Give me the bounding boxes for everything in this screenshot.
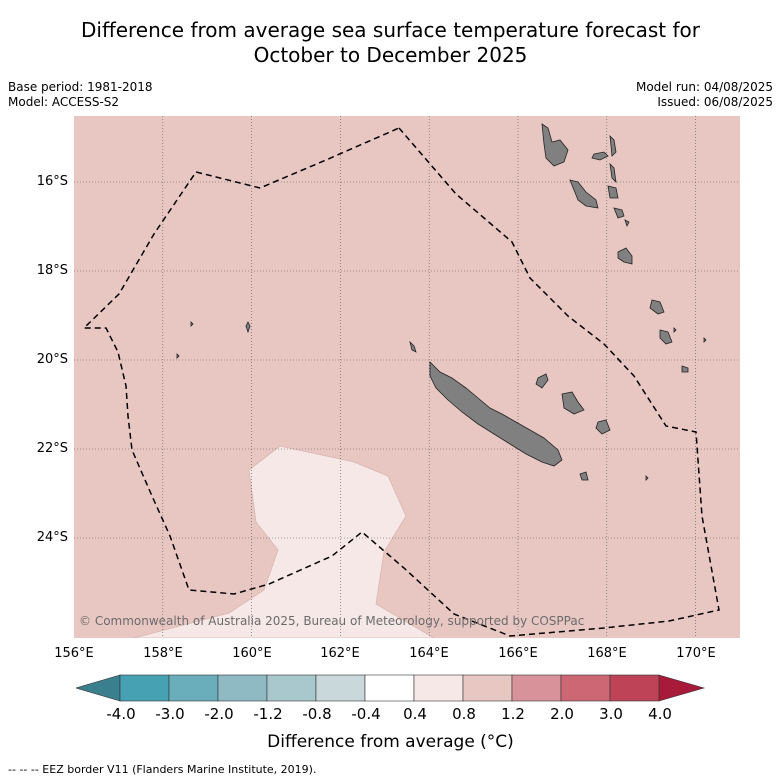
island-maewo xyxy=(609,134,617,157)
cb-tick-11: 4.0 xyxy=(648,705,672,723)
island-futuna xyxy=(673,327,677,333)
colorbar-label: Difference from average (°C) xyxy=(267,732,514,752)
island-erromango xyxy=(649,299,665,315)
island-matthew xyxy=(703,337,707,343)
x-tick-166e: 166°E xyxy=(498,646,538,661)
island-lifou xyxy=(561,391,585,415)
model-run: Model run: 04/08/2025 xyxy=(635,80,773,94)
new-caledonia-main-island xyxy=(429,361,563,467)
island-ambae xyxy=(591,151,609,161)
island-reef-1 xyxy=(190,321,194,327)
cb-tick-2: -2.0 xyxy=(204,705,234,723)
cb-tick-6: 0.4 xyxy=(403,705,427,723)
x-tick-168e: 168°E xyxy=(587,646,627,661)
colorbar-segment-3 xyxy=(217,674,268,702)
title-line-1: Difference from average sea surface temp… xyxy=(80,18,700,42)
island-efate xyxy=(617,247,633,265)
colorbar-segment-6 xyxy=(364,674,415,702)
colorbar-segment-2 xyxy=(168,674,219,702)
mild-anomaly-area xyxy=(133,445,435,638)
island-espiritu-santo xyxy=(541,123,569,167)
x-tick-160e: 160°E xyxy=(232,646,272,661)
eez-border xyxy=(82,127,720,637)
island-ambrym xyxy=(607,185,619,199)
cb-tick-10: 3.0 xyxy=(599,705,623,723)
map-title: Difference from average sea surface temp… xyxy=(0,18,781,68)
island-tanna xyxy=(659,329,673,345)
cb-tick-4: -0.8 xyxy=(302,705,332,723)
copyright-notice: © Commonwealth of Australia 2025, Bureau… xyxy=(79,614,585,628)
colorbar-segment-7 xyxy=(413,674,464,702)
eez-footnote: -- -- -- EEZ border V11 (Flanders Marine… xyxy=(8,763,317,776)
island-epi xyxy=(613,207,625,219)
island-malekula xyxy=(569,179,599,209)
island-ouvea xyxy=(535,373,549,389)
island-isle-of-pines xyxy=(579,471,589,481)
y-tick-24s: 24°S xyxy=(36,530,68,545)
title-line-2: October to December 2025 xyxy=(253,43,528,67)
graticule xyxy=(74,116,740,638)
colorbar-svg xyxy=(74,674,706,702)
island-shepherd xyxy=(624,219,630,228)
cb-tick-3: -1.2 xyxy=(253,705,283,723)
meta-right: Model run: 04/08/2025 Issued: 06/08/2025 xyxy=(636,80,773,110)
colorbar-segment-8 xyxy=(462,674,513,702)
colorbar-segment-9 xyxy=(511,674,562,702)
warm-anomaly-area xyxy=(74,116,740,638)
x-tick-164e: 164°E xyxy=(409,646,449,661)
x-tick-170e: 170°E xyxy=(676,646,716,661)
cb-tick-5: -0.4 xyxy=(351,705,381,723)
model-name: Model: ACCESS-S2 xyxy=(8,95,120,109)
island-belep xyxy=(409,340,417,353)
cb-tick-1: -3.0 xyxy=(155,705,185,723)
colorbar xyxy=(74,674,706,706)
colorbar-segment-4 xyxy=(266,674,317,702)
colorbar-segment-0 xyxy=(74,674,121,702)
island-chesterfield xyxy=(245,321,251,334)
island-aneityum xyxy=(681,365,689,373)
y-tick-18s: 18°S xyxy=(36,263,68,278)
cb-tick-9: 2.0 xyxy=(550,705,574,723)
cb-tick-0: -4.0 xyxy=(106,705,136,723)
cb-tick-8: 1.2 xyxy=(501,705,525,723)
x-tick-162e: 162°E xyxy=(320,646,360,661)
cb-tick-7: 0.8 xyxy=(452,705,476,723)
map-panel xyxy=(74,116,740,638)
island-mare xyxy=(595,419,611,435)
base-period: Base period: 1981-2018 xyxy=(8,80,153,94)
colorbar-segment-1 xyxy=(119,674,170,702)
x-tick-156e: 156°E xyxy=(54,646,94,661)
y-tick-16s: 16°S xyxy=(36,174,68,189)
meta-left: Base period: 1981-2018 Model: ACCESS-S2 xyxy=(8,80,153,110)
colorbar-segment-5 xyxy=(315,674,366,702)
map-svg xyxy=(74,116,740,638)
y-tick-22s: 22°S xyxy=(36,441,68,456)
colorbar-segment-12 xyxy=(658,674,706,702)
island-walpole xyxy=(645,475,649,481)
y-tick-20s: 20°S xyxy=(36,352,68,367)
colorbar-segment-10 xyxy=(560,674,611,702)
issued-date: Issued: 06/08/2025 xyxy=(657,95,773,109)
island-reef-2 xyxy=(176,353,180,359)
colorbar-segment-11 xyxy=(609,674,660,702)
island-pentecost xyxy=(609,162,617,184)
x-tick-158e: 158°E xyxy=(143,646,183,661)
